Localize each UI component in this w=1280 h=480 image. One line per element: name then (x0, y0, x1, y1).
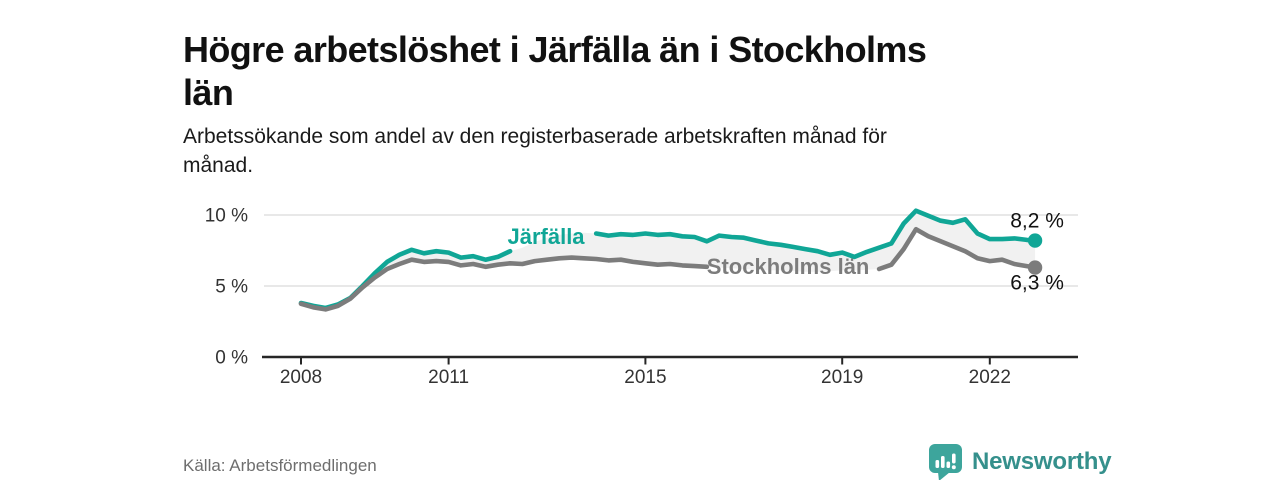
series-line-jarfalla-seg2 (593, 208, 1038, 260)
series-line-stockholm-seg1 (298, 255, 710, 312)
end-dot-jarfalla (1027, 233, 1043, 248)
x-tick-label-2022: 2022 (969, 367, 1011, 388)
x-tick-label-2019: 2019 (821, 367, 863, 388)
chart-subtitle: Arbetssökande som andel av den registerb… (183, 122, 1083, 180)
gap-fill-band (301, 210, 1036, 310)
chart-title: Högre arbetslöshet i Järfälla än i Stock… (183, 28, 1083, 114)
end-value-label-jarfalla: 8,2 % (1010, 210, 1064, 233)
series-label-stockholm: Stockholms län (707, 254, 870, 279)
x-tick-label-2015: 2015 (624, 367, 666, 388)
y-tick-label-10: 10 % (205, 206, 248, 227)
source-note: Källa: Arbetsförmedlingen (183, 456, 377, 475)
chart-subtitle-line2: månad. (183, 154, 254, 177)
y-tick-label-5: 5 % (215, 277, 248, 298)
brand-lockup: Newsworthy (928, 443, 1112, 480)
end-dot-stockholm (1027, 260, 1043, 275)
chart-subtitle-line1: Arbetssökande som andel av den registerb… (183, 125, 887, 148)
chart-title-line2: län (183, 72, 234, 114)
y-tick-label-0: 0 % (215, 348, 248, 369)
x-tick-label-2011: 2011 (428, 367, 469, 388)
bar-chart-speech-bubble-icon (929, 444, 962, 480)
series-label-jarfalla: Järfälla (507, 224, 585, 249)
x-tick-label-2008: 2008 (280, 367, 322, 388)
series-line-stockholm-seg2 (876, 226, 1038, 272)
chart-title-line1: Högre arbetslöshet i Järfälla än i Stock… (183, 29, 927, 71)
end-value-label-stockholm: 6,3 % (1010, 272, 1064, 295)
brand-name: Newsworthy (972, 448, 1112, 475)
